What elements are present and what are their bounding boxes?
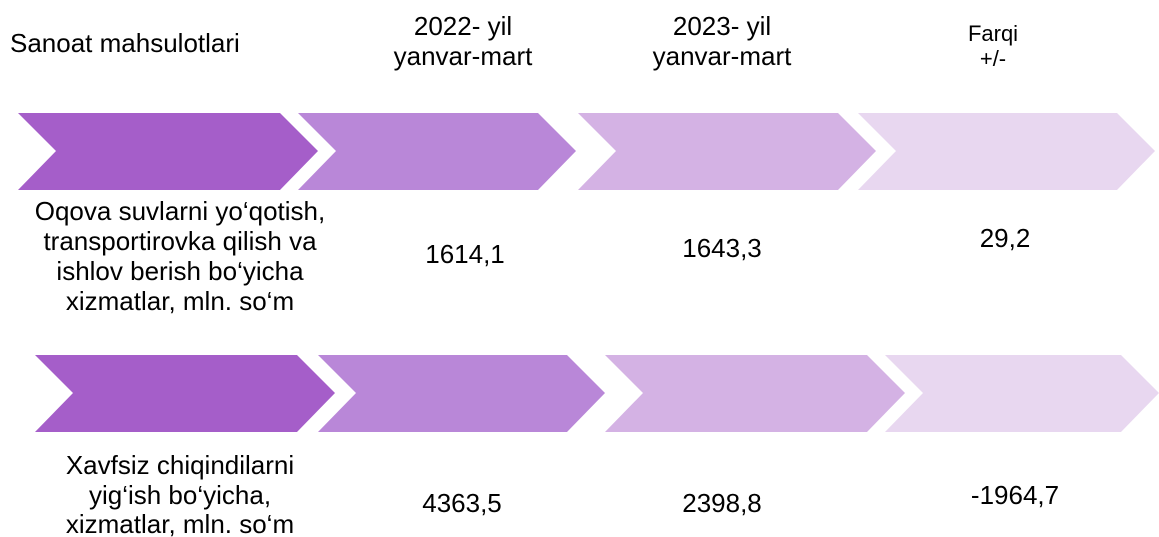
column-header: +/- bbox=[980, 46, 1006, 71]
column-header: Farqi bbox=[968, 21, 1018, 46]
chevron bbox=[35, 355, 335, 432]
row-value: 2398,8 bbox=[682, 488, 762, 518]
column-header: yanvar-mart bbox=[653, 41, 792, 71]
chevrons-row-2 bbox=[35, 355, 1159, 432]
column-header: 2023- yil bbox=[673, 11, 771, 41]
chevron bbox=[578, 113, 876, 190]
row-value: 1643,3 bbox=[682, 233, 762, 263]
row-label: xizmatlar, mln. so‘m bbox=[66, 286, 294, 316]
row-label: Oqova suvlarni yo‘qotish, bbox=[35, 196, 325, 226]
row-label: Xavfsiz chiqindilarni bbox=[66, 450, 294, 480]
header-title: Sanoat mahsulotlari bbox=[10, 28, 240, 58]
row-value: 29,2 bbox=[980, 223, 1031, 253]
column-header: yanvar-mart bbox=[394, 41, 533, 71]
row-label: transportirovka qilish va bbox=[43, 226, 317, 256]
column-header: 2022- yil bbox=[414, 11, 512, 41]
row-label: ishlov berish bo‘yicha bbox=[56, 256, 304, 286]
row-label: xizmatlar, mln. so‘m bbox=[66, 509, 294, 537]
row-value: 1614,1 bbox=[425, 239, 505, 269]
chevron bbox=[885, 355, 1159, 432]
row-label: yig‘ish bo‘yicha, bbox=[89, 480, 271, 510]
chevrons-row-1 bbox=[18, 113, 1155, 190]
chevron bbox=[318, 355, 605, 432]
row-value: 4363,5 bbox=[422, 488, 502, 518]
chevron bbox=[18, 113, 318, 190]
chevron bbox=[298, 113, 576, 190]
chevron bbox=[605, 355, 905, 432]
chevron bbox=[858, 113, 1155, 190]
row-value: -1964,7 bbox=[971, 480, 1059, 510]
